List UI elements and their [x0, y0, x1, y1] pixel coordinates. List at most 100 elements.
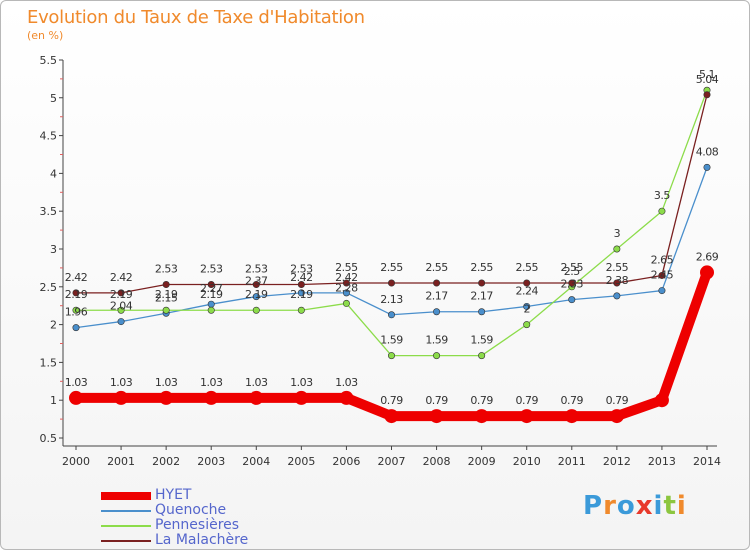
y-tick-label: 2.5 [40, 281, 58, 294]
data-point [252, 306, 260, 314]
data-label: 0.79 [561, 394, 584, 407]
data-label: 2.15 [155, 291, 178, 304]
data-label: 5.1 [699, 68, 715, 81]
proxiti-logo: Proxiti [583, 491, 687, 521]
x-tick-label: 2001 [107, 455, 135, 468]
legend-item: HYET [101, 488, 248, 503]
data-point [204, 390, 219, 405]
data-point [564, 409, 579, 424]
y-tick-label: 4.5 [40, 130, 58, 143]
data-point [117, 289, 125, 297]
data-point [654, 393, 669, 408]
data-label: 2.33 [561, 278, 584, 291]
chart-title: Evolution du Taux de Taxe d'Habitation [27, 7, 365, 28]
data-label: 1.59 [380, 334, 403, 347]
data-point [523, 321, 531, 329]
data-point [658, 207, 666, 215]
data-point [342, 279, 350, 287]
data-label: 2.42 [335, 271, 358, 284]
data-point [159, 390, 174, 405]
data-point [609, 409, 624, 424]
data-point [387, 311, 395, 319]
x-tick-label: 2003 [197, 455, 225, 468]
legend-item: La Malachère [101, 533, 248, 548]
y-tick-label: 1.5 [40, 356, 58, 369]
logo-letter: x [635, 491, 654, 521]
legend-item: Pennesières [101, 518, 248, 533]
y-tick-label: 1 [50, 394, 57, 407]
data-label: 2.53 [155, 263, 178, 276]
data-point [658, 271, 666, 279]
data-label: 1.96 [65, 306, 88, 319]
data-point [433, 352, 441, 360]
data-label: 2.19 [155, 288, 178, 301]
data-label: 2.53 [200, 263, 223, 276]
logo-letter: t [663, 491, 677, 521]
data-label: 0.79 [470, 394, 493, 407]
data-point [297, 289, 305, 297]
legend-label: HYET [155, 487, 192, 503]
data-label: 2.04 [110, 300, 133, 313]
data-point [433, 308, 441, 316]
data-label: 2.53 [290, 263, 313, 276]
data-label: 0.79 [380, 394, 403, 407]
data-label: 0.79 [606, 394, 629, 407]
data-label: 2 [523, 303, 530, 316]
data-label: 2.53 [245, 263, 268, 276]
data-label: 1.03 [200, 376, 223, 389]
data-point [294, 390, 309, 405]
data-point [478, 352, 486, 360]
data-point [700, 265, 714, 280]
data-label: 2.24 [515, 284, 538, 297]
y-tick-label: 3.5 [40, 205, 58, 218]
x-tick-label: 2005 [287, 455, 315, 468]
y-tick-label: 0.5 [40, 432, 58, 445]
data-label: 2.55 [561, 261, 584, 274]
legend: HYET Quenoche Pennesières La Malachère [101, 488, 248, 548]
data-label: 2.55 [515, 261, 538, 274]
data-label: 2.45 [651, 269, 674, 282]
x-tick-label: 2006 [332, 455, 360, 468]
data-label: 2.55 [470, 261, 493, 274]
x-tick-label: 2008 [423, 455, 451, 468]
data-label: 3 [614, 227, 621, 240]
data-label: 3.5 [654, 189, 670, 202]
y-tick-label: 4 [50, 167, 57, 180]
data-label: 2.55 [425, 261, 448, 274]
data-point [252, 293, 260, 301]
legend-swatch [101, 524, 151, 527]
data-label: 2.17 [470, 290, 493, 303]
data-label: 1.03 [65, 376, 88, 389]
data-label: 1.03 [245, 376, 268, 389]
data-point [387, 352, 395, 360]
x-tick-label: 2000 [62, 455, 90, 468]
logo-letter: r [603, 491, 617, 521]
data-point [523, 279, 531, 287]
legend-item: Quenoche [101, 503, 248, 518]
x-tick-label: 2004 [242, 455, 270, 468]
data-label: 1.03 [335, 376, 358, 389]
legend-label: Pennesières [155, 517, 240, 533]
data-label: 0.79 [425, 394, 448, 407]
data-point [72, 324, 80, 332]
data-point [72, 289, 80, 297]
data-point [658, 287, 666, 295]
data-point [72, 306, 80, 314]
x-tick-label: 2007 [378, 455, 406, 468]
data-label: 2.19 [200, 288, 223, 301]
data-point [384, 409, 399, 424]
y-tick-label: 3 [50, 243, 57, 256]
data-point [117, 318, 125, 326]
data-label: 4.08 [696, 145, 719, 158]
data-label: 1.59 [470, 334, 493, 347]
data-label: 2.19 [245, 288, 268, 301]
x-tick-label: 2009 [468, 455, 496, 468]
data-point [207, 300, 215, 308]
data-point [523, 302, 531, 310]
x-tick-label: 2010 [513, 455, 541, 468]
data-point [703, 163, 711, 171]
legend-swatch [101, 491, 151, 500]
data-label: 2.42 [290, 271, 313, 284]
